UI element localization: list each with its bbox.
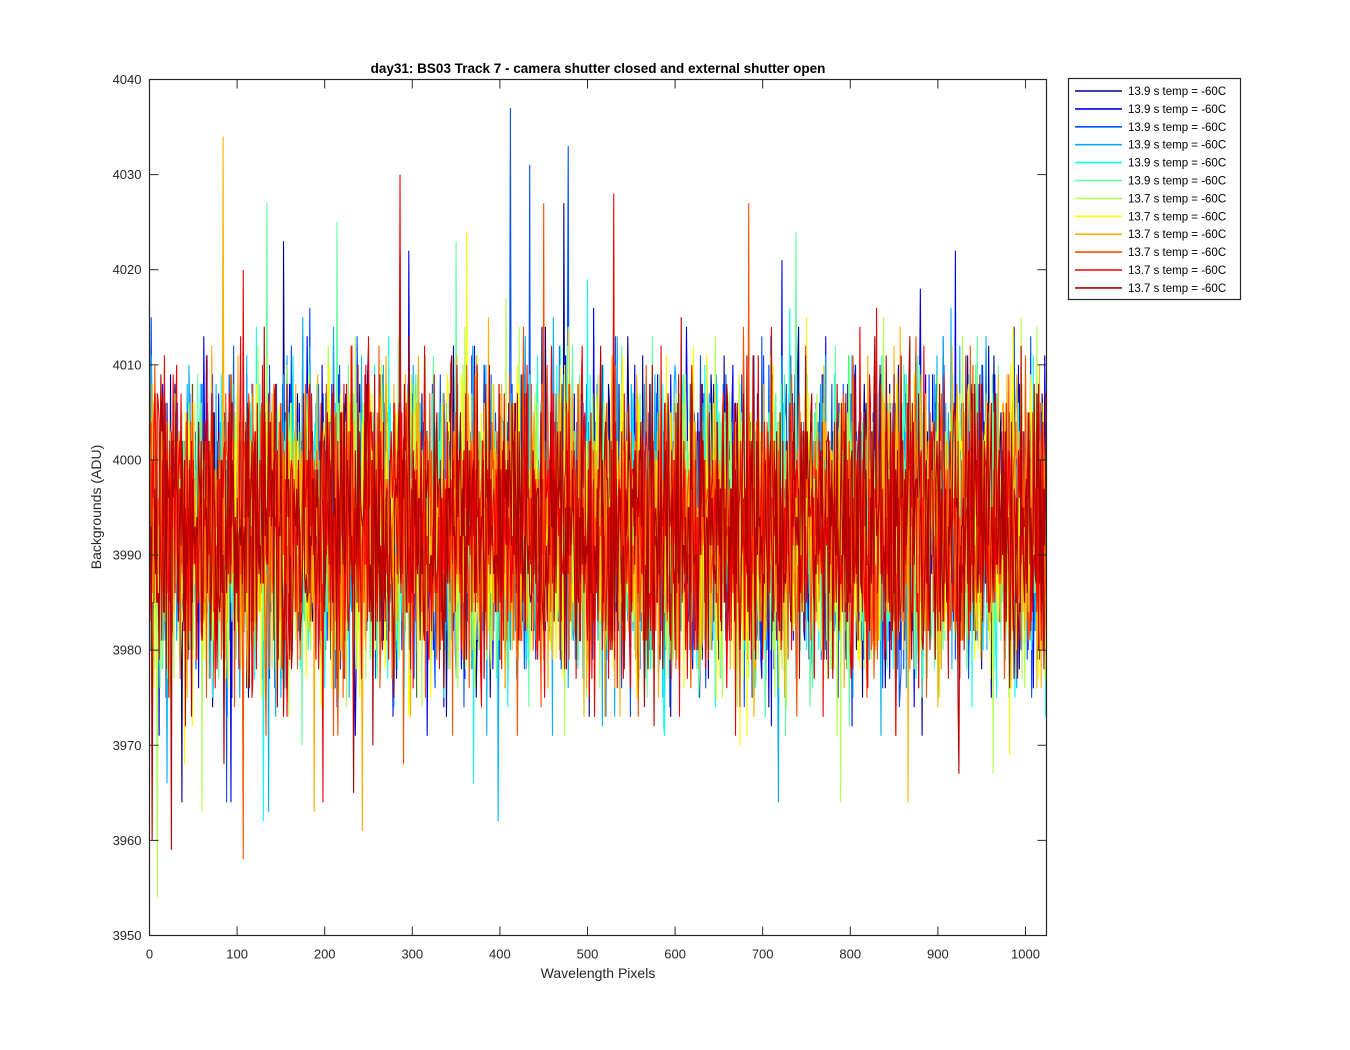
x-tick-label: 300 (401, 947, 423, 962)
x-tick-label: 600 (664, 947, 686, 962)
y-tick-label: 4020 (113, 262, 142, 277)
legend-label: 13.9 s temp = -60C (1128, 122, 1226, 134)
axes-box (148, 78, 1048, 937)
legend-label: 13.9 s temp = -60C (1128, 140, 1226, 152)
x-tick-label: 200 (314, 947, 336, 962)
y-tick-label: 4030 (113, 167, 142, 182)
legend-label: 13.7 s temp = -60C (1128, 247, 1226, 259)
x-tick-label: 800 (839, 947, 861, 962)
x-axis-ticks: 0 100 200 300 400 500 600 700 800 900 1000 (146, 79, 1040, 962)
legend-item-9[interactable]: 13.7 s temp = -60C (1075, 229, 1226, 241)
legend-item-7[interactable]: 13.7 s temp = -60C (1075, 193, 1226, 205)
x-tick-label: 700 (752, 947, 774, 962)
legend-item-6[interactable]: 13.9 s temp = -60C (1075, 176, 1226, 188)
legend-label: 13.9 s temp = -60C (1128, 86, 1226, 98)
y-axis-ticks: 3950 3960 3970 3980 3990 4000 4010 4020 4030 4040 (113, 72, 1047, 943)
legend-box (1067, 77, 1242, 301)
legend-label: 13.7 s temp = -60C (1128, 229, 1226, 241)
x-tick-label: 400 (489, 947, 511, 962)
legend-label: 13.9 s temp = -60C (1128, 104, 1226, 116)
x-axis-label: Wavelength Pixels (541, 965, 656, 981)
legend-item-1[interactable]: 13.9 s temp = -60C (1075, 86, 1226, 98)
x-tick-label: 0 (146, 947, 153, 962)
x-tick-label: 100 (226, 947, 248, 962)
legend-item-10[interactable]: 13.7 s temp = -60C (1075, 247, 1226, 259)
y-tick-label: 3970 (113, 738, 142, 753)
legend-item-2[interactable]: 13.9 s temp = -60C (1075, 104, 1226, 116)
legend-item-3[interactable]: 13.9 s temp = -60C (1075, 122, 1226, 134)
y-tick-label: 4000 (113, 452, 142, 467)
legend-item-11[interactable]: 13.7 s temp = -60C (1075, 265, 1226, 277)
legend-label: 13.7 s temp = -60C (1128, 265, 1226, 277)
y-tick-label: 3990 (113, 548, 142, 563)
legend-item-4[interactable]: 13.9 s temp = -60C (1075, 140, 1226, 152)
legend-item-12[interactable]: 13.7 s temp = -60C (1075, 283, 1226, 295)
y-tick-label: 3980 (113, 643, 142, 658)
series-line-12 (148, 307, 1048, 850)
legend-label: 13.9 s temp = -60C (1128, 158, 1226, 170)
series-layer (148, 108, 1048, 898)
legend[interactable]: 13.9 s temp = -60C 13.9 s temp = -60C 13.9… (1067, 77, 1242, 301)
legend-item-8[interactable]: 13.7 s temp = -60C (1075, 211, 1226, 223)
chart-title: day31: BS03 Track 7 - camera shutter clo… (371, 61, 826, 76)
x-tick-label: 900 (927, 947, 949, 962)
y-tick-label: 3960 (113, 833, 142, 848)
legend-label: 13.7 s temp = -60C (1128, 193, 1226, 205)
y-tick-label: 3950 (113, 928, 142, 943)
y-tick-label: 4010 (113, 357, 142, 372)
x-tick-label: 1000 (1011, 947, 1040, 962)
y-tick-label: 4040 (113, 72, 142, 87)
legend-label: 13.7 s temp = -60C (1128, 211, 1226, 223)
legend-label: 13.9 s temp = -60C (1128, 176, 1226, 188)
x-tick-label: 500 (577, 947, 599, 962)
y-axis-label: Backgrounds (ADU) (88, 445, 104, 570)
legend-items: 13.9 s temp = -60C 13.9 s temp = -60C 13.9… (1075, 86, 1226, 295)
legend-label: 13.7 s temp = -60C (1128, 283, 1226, 295)
legend-item-5[interactable]: 13.9 s temp = -60C (1075, 158, 1226, 170)
